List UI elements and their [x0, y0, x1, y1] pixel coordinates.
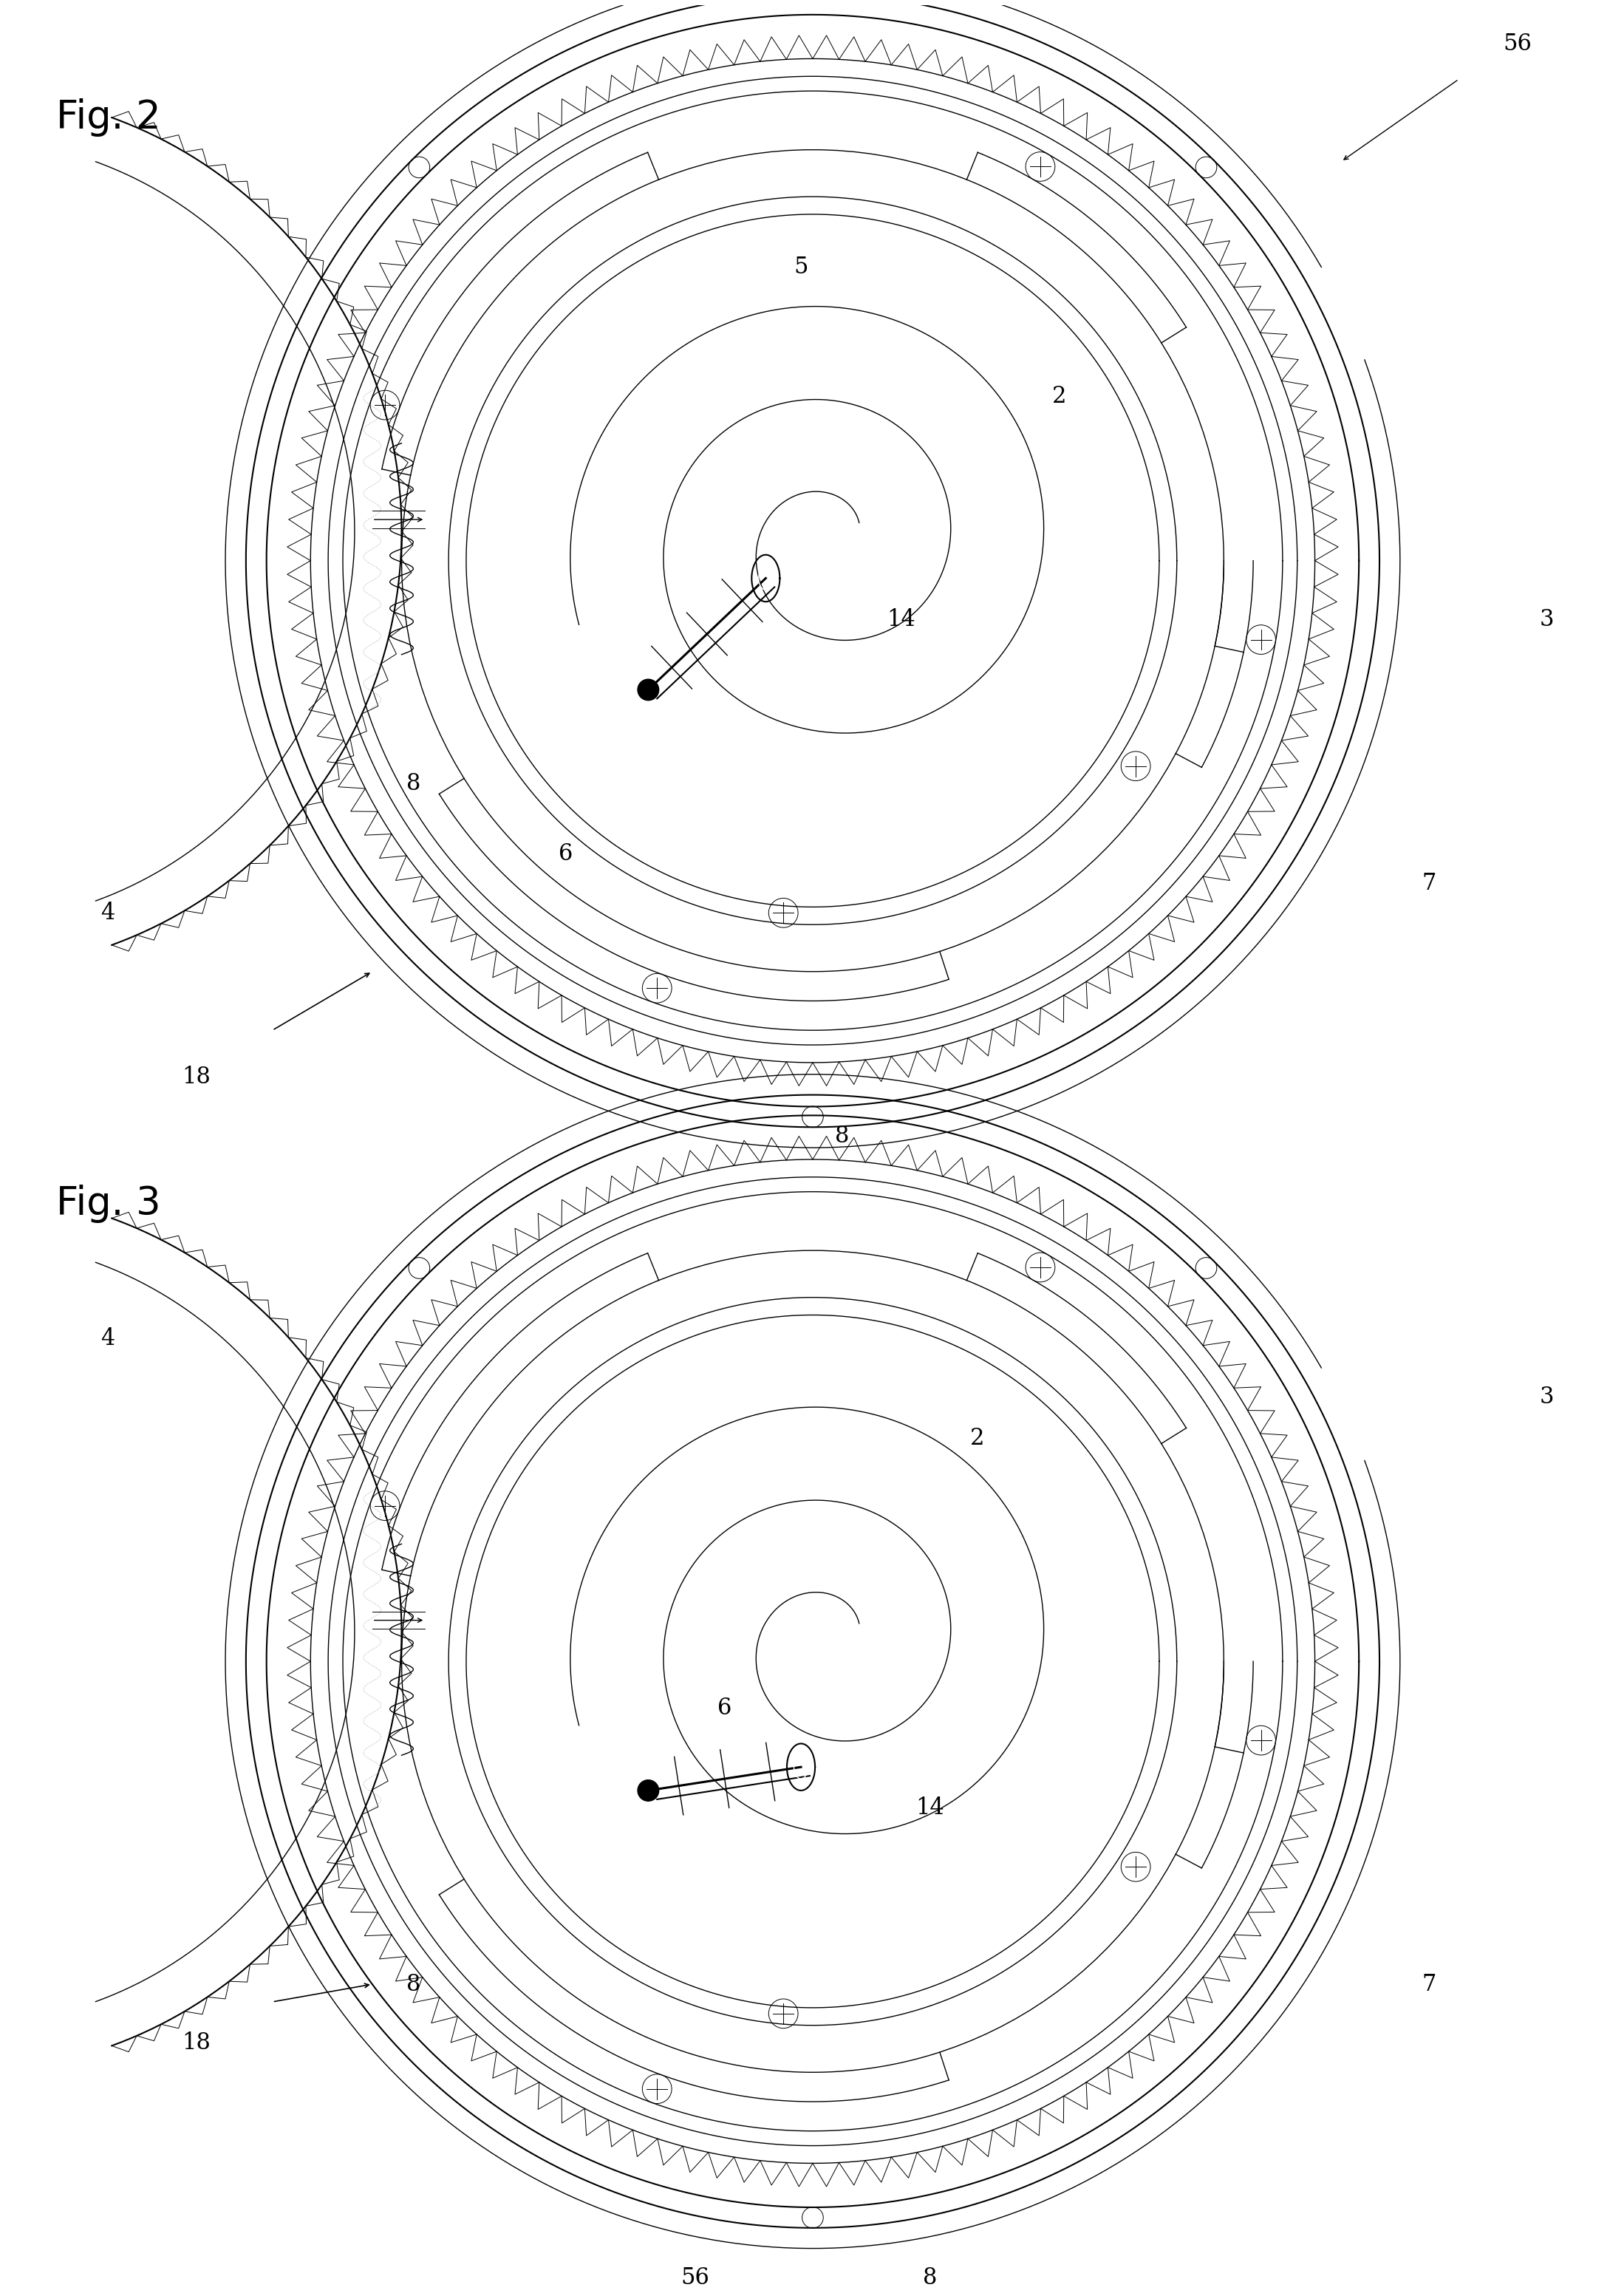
- Text: 6: 6: [559, 843, 573, 866]
- Text: 18: 18: [182, 2032, 211, 2055]
- Circle shape: [638, 680, 658, 700]
- Text: 8: 8: [406, 1972, 420, 1995]
- Circle shape: [638, 1779, 658, 1800]
- Text: 3: 3: [1539, 608, 1554, 631]
- Text: 4: 4: [101, 902, 114, 925]
- Text: 14: 14: [887, 608, 914, 631]
- Text: 7: 7: [1422, 1972, 1436, 1995]
- Text: Fig. 3: Fig. 3: [56, 1185, 161, 1224]
- Text: 5: 5: [794, 255, 808, 278]
- Text: 14: 14: [916, 1798, 945, 1818]
- Text: 4: 4: [101, 1327, 114, 1350]
- Text: 3: 3: [1539, 1387, 1554, 1410]
- Text: 8: 8: [836, 1125, 848, 1148]
- Text: 56: 56: [681, 2266, 710, 2289]
- Text: Fig. 2: Fig. 2: [56, 99, 161, 138]
- Text: 2: 2: [969, 1426, 984, 1449]
- Text: 18: 18: [182, 1065, 211, 1088]
- Text: 6: 6: [718, 1697, 733, 1720]
- Text: 8: 8: [923, 2266, 937, 2289]
- Text: 56: 56: [1504, 32, 1531, 55]
- Text: 7: 7: [1422, 872, 1436, 895]
- Text: 2: 2: [1053, 386, 1066, 409]
- Text: 8: 8: [406, 771, 420, 794]
